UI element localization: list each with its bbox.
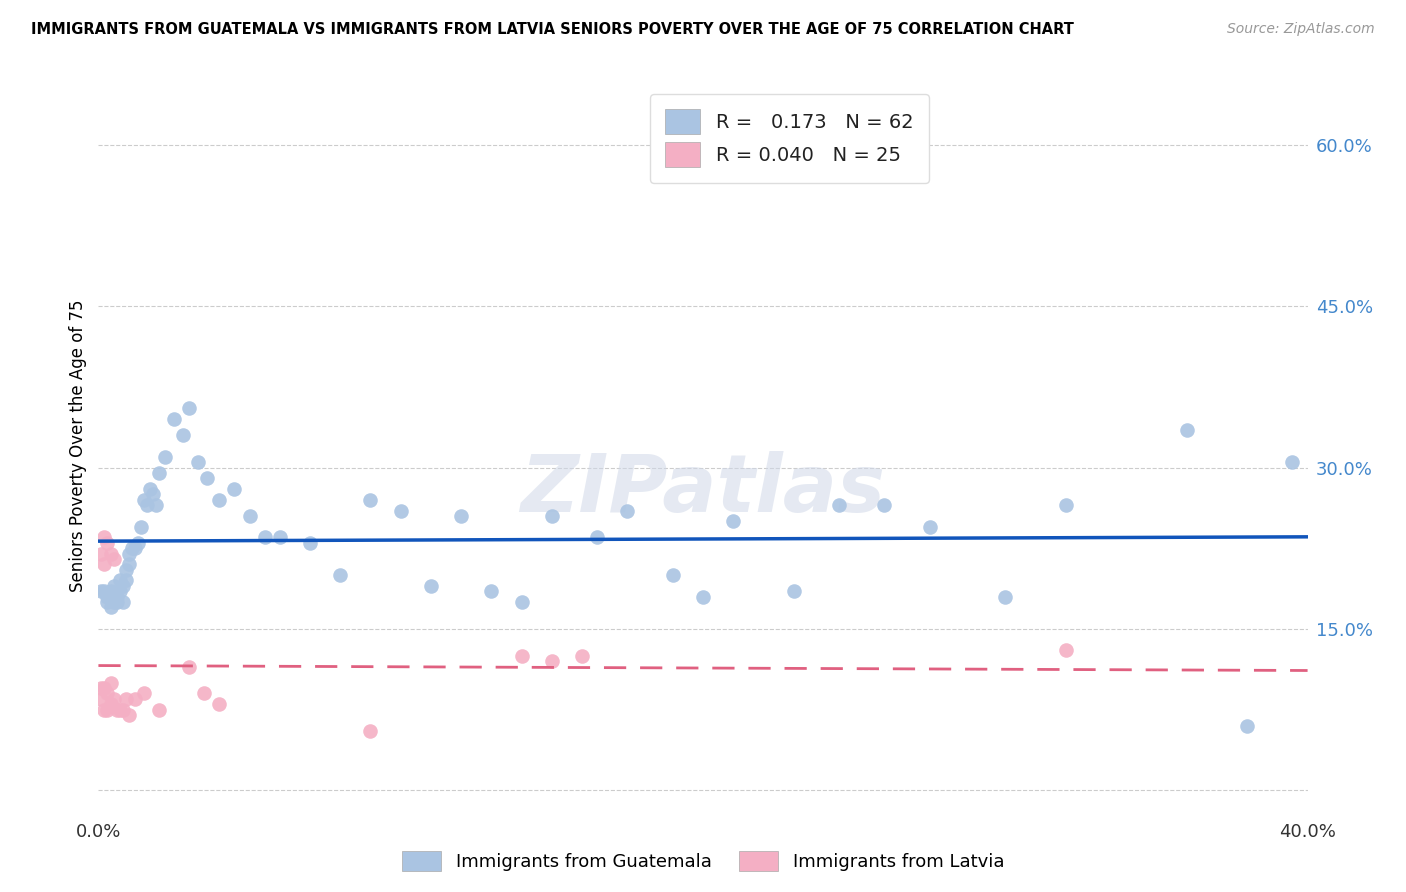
Point: [100, 584, 122, 599]
Point: [96, 590, 118, 604]
Point: [103, 552, 125, 566]
Legend: R =   0.173   N = 62, R = 0.040   N = 25: R = 0.173 N = 62, R = 0.040 N = 25: [650, 94, 929, 183]
Point: [96, 686, 118, 700]
Point: [108, 574, 131, 588]
Point: [224, 482, 246, 496]
Point: [179, 659, 201, 673]
Point: [132, 686, 155, 700]
Point: [121, 541, 143, 556]
Point: [118, 547, 141, 561]
Point: [1054, 498, 1077, 512]
Legend: Immigrants from Guatemala, Immigrants from Latvia: Immigrants from Guatemala, Immigrants fr…: [394, 844, 1012, 879]
Point: [90, 691, 112, 706]
Point: [723, 514, 745, 528]
Point: [828, 498, 851, 512]
Point: [179, 401, 201, 416]
Point: [90, 584, 112, 599]
Point: [132, 492, 155, 507]
Point: [118, 558, 141, 572]
Point: [153, 450, 176, 464]
Point: [105, 590, 128, 604]
Point: [108, 702, 131, 716]
Point: [93, 558, 115, 572]
Point: [510, 648, 533, 663]
Point: [103, 579, 125, 593]
Point: [586, 530, 609, 544]
Point: [389, 503, 412, 517]
Point: [1236, 719, 1258, 733]
Point: [163, 412, 186, 426]
Point: [105, 702, 128, 716]
Point: [269, 530, 291, 544]
Point: [360, 724, 382, 739]
Point: [692, 590, 714, 604]
Point: [96, 595, 118, 609]
Point: [139, 482, 162, 496]
Point: [124, 691, 146, 706]
Point: [239, 508, 262, 523]
Point: [994, 590, 1017, 604]
Point: [661, 568, 683, 582]
Point: [172, 428, 194, 442]
Point: [90, 681, 112, 695]
Point: [195, 471, 218, 485]
Point: [111, 702, 134, 716]
Point: [329, 568, 352, 582]
Point: [918, 519, 941, 533]
Point: [100, 547, 122, 561]
Point: [1175, 423, 1198, 437]
Point: [103, 691, 125, 706]
Point: [100, 675, 122, 690]
Point: [93, 702, 115, 716]
Point: [108, 584, 131, 599]
Point: [96, 702, 118, 716]
Point: [90, 547, 112, 561]
Point: [540, 654, 562, 668]
Point: [1054, 643, 1077, 657]
Point: [129, 519, 152, 533]
Point: [93, 681, 115, 695]
Point: [127, 536, 149, 550]
Point: [118, 707, 141, 722]
Point: [105, 595, 128, 609]
Point: [93, 530, 115, 544]
Point: [142, 487, 165, 501]
Point: [148, 702, 170, 716]
Point: [193, 686, 215, 700]
Point: [450, 508, 472, 523]
Point: [111, 595, 134, 609]
Point: [148, 466, 170, 480]
Point: [616, 503, 638, 517]
Point: [100, 697, 122, 711]
Point: [187, 455, 209, 469]
Point: [135, 498, 157, 512]
Point: [93, 584, 115, 599]
Point: [1281, 455, 1303, 469]
Text: Source: ZipAtlas.com: Source: ZipAtlas.com: [1227, 22, 1375, 37]
Point: [103, 595, 125, 609]
Point: [208, 697, 231, 711]
Point: [111, 579, 134, 593]
Point: [360, 492, 382, 507]
Point: [540, 508, 562, 523]
Point: [114, 691, 136, 706]
Point: [114, 574, 136, 588]
Point: [481, 584, 503, 599]
Point: [420, 579, 443, 593]
Point: [510, 595, 533, 609]
Y-axis label: Seniors Poverty Over the Age of 75: Seniors Poverty Over the Age of 75: [69, 300, 87, 592]
Text: IMMIGRANTS FROM GUATEMALA VS IMMIGRANTS FROM LATVIA SENIORS POVERTY OVER THE AGE: IMMIGRANTS FROM GUATEMALA VS IMMIGRANTS …: [31, 22, 1074, 37]
Point: [96, 536, 118, 550]
Point: [253, 530, 276, 544]
Point: [299, 536, 322, 550]
Point: [114, 563, 136, 577]
Point: [145, 498, 167, 512]
Text: ZIPatlas: ZIPatlas: [520, 450, 886, 529]
Point: [571, 648, 593, 663]
Point: [100, 600, 122, 615]
Point: [783, 584, 806, 599]
Point: [124, 541, 146, 556]
Point: [208, 492, 231, 507]
Point: [873, 498, 896, 512]
